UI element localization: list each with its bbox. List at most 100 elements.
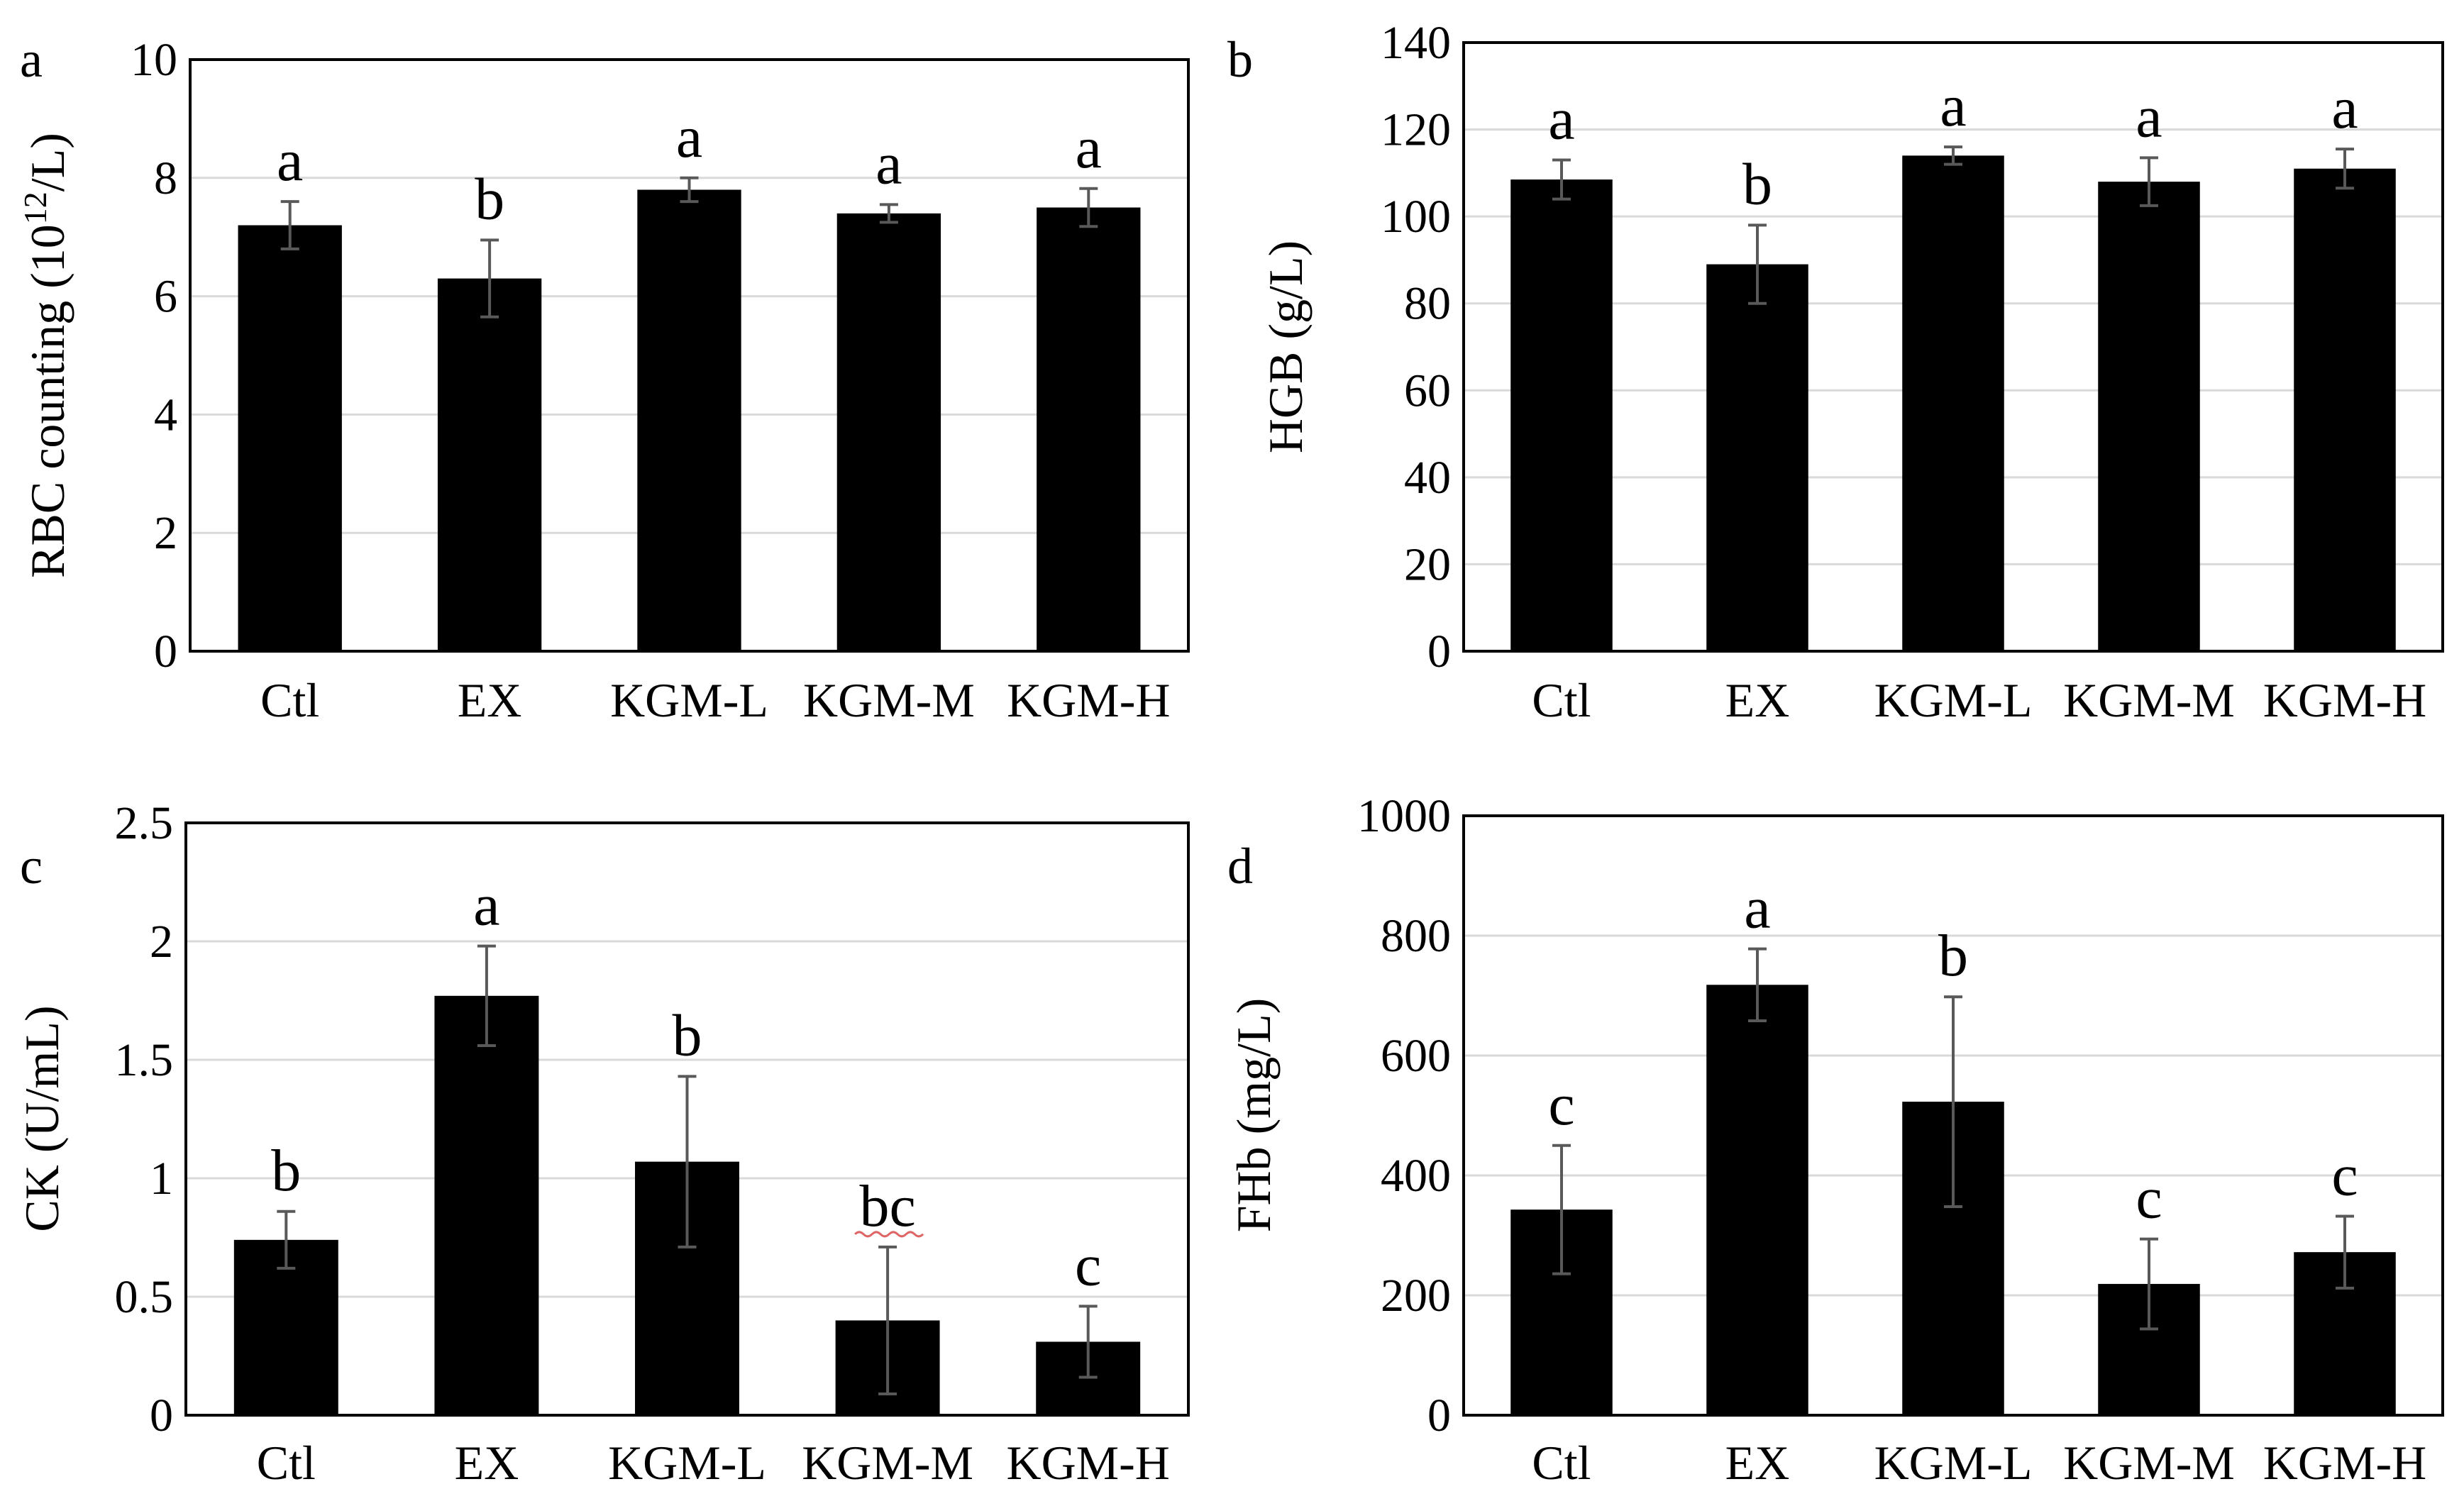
bar-b-ctl xyxy=(1510,179,1613,652)
y-tick-labels-b: 0 20 40 60 80 100 120 140 xyxy=(1381,17,1451,677)
significance-b-ex: b xyxy=(1742,151,1772,217)
significance-labels-d: c a b c c xyxy=(1548,875,2358,1231)
significance-c-kgm-m: bc xyxy=(859,1173,915,1239)
x-tick-labels-a: Ctl EX KGM-L KGM-M KGM-H xyxy=(260,673,1170,727)
y-tick-d-5: 1000 xyxy=(1357,790,1451,842)
x-tick-a-ex: EX xyxy=(458,673,522,727)
error-bars-a xyxy=(280,176,1098,319)
x-tick-d-kgm-l: KGM-L xyxy=(1874,1436,2033,1490)
significance-d-kgm-h: c xyxy=(2331,1142,2358,1208)
bar-a-kgm-m xyxy=(836,213,941,652)
x-tick-a-kgm-m: KGM-M xyxy=(803,673,975,727)
bar-a-ex xyxy=(437,278,542,652)
y-tick-d-1: 200 xyxy=(1381,1270,1451,1322)
x-tick-a-ctl: Ctl xyxy=(260,673,319,727)
y-axis-label-b: HGB (g/L) xyxy=(1259,240,1313,453)
significance-labels-c: b a b bc c xyxy=(271,873,1101,1299)
significance-c-kgm-h: c xyxy=(1075,1232,1101,1298)
y-axis-label-c: CK (U/mL) xyxy=(15,1005,69,1231)
error-bar-a-kgm-l xyxy=(680,176,699,204)
error-bar-d-kgm-h xyxy=(2336,1214,2354,1290)
y-tick-b-5: 100 xyxy=(1381,191,1451,243)
significance-a-ex: b xyxy=(475,166,504,232)
y-tick-labels-c: 0 0.5 1 1.5 2 2.5 xyxy=(115,797,174,1441)
bar-b-kgm-m xyxy=(2098,182,2200,652)
error-bar-a-kgm-h xyxy=(1079,187,1098,228)
significance-a-kgm-h: a xyxy=(1076,115,1102,181)
panel-a: 0 2 4 6 8 10 Ctl EX KGM-L KGM-M KGM-H a b a a a RBC c… xyxy=(17,31,1190,727)
bar-a-ctl xyxy=(238,225,342,651)
bars-b xyxy=(1510,155,2396,652)
plot-frame-d xyxy=(1462,814,2444,1417)
y-tick-a-0: 0 xyxy=(154,626,177,677)
x-tick-a-kgm-h: KGM-H xyxy=(1007,673,1170,727)
error-bar-c-kgm-h xyxy=(1078,1305,1098,1379)
y-tick-b-3: 60 xyxy=(1404,365,1451,416)
significance-b-kgm-h: a xyxy=(2331,75,2358,141)
y-tick-a-5: 10 xyxy=(131,34,177,86)
y-tick-labels-a: 0 2 4 6 8 10 xyxy=(131,34,177,677)
y-tick-c-2: 1 xyxy=(150,1153,173,1205)
x-tick-labels-c: Ctl EX KGM-L KGM-M KGM-H xyxy=(257,1436,1170,1490)
x-tick-d-ctl: Ctl xyxy=(1532,1436,1591,1490)
significance-d-kgm-l: b xyxy=(1938,923,1968,989)
y-tick-a-4: 8 xyxy=(154,153,177,204)
plot-frame-b xyxy=(1462,41,2444,653)
x-tick-b-ex: EX xyxy=(1725,673,1790,727)
x-tick-c-kgm-h: KGM-H xyxy=(1006,1436,1169,1490)
significance-b-kgm-m: a xyxy=(2136,84,2162,150)
x-tick-d-kgm-m: KGM-M xyxy=(2063,1436,2235,1490)
bar-b-ex xyxy=(1706,264,1808,651)
x-tick-b-kgm-m: KGM-M xyxy=(2063,673,2235,727)
bar-a-kgm-l xyxy=(637,189,741,652)
panel-label-a: a xyxy=(20,31,43,88)
error-bar-a-ctl xyxy=(280,200,299,250)
bars-d xyxy=(1510,985,2396,1415)
significance-labels-b: a b a a a xyxy=(1548,73,2358,217)
error-bar-b-kgm-l xyxy=(1944,145,1962,166)
y-tick-b-4: 80 xyxy=(1404,278,1451,330)
bar-a-kgm-h xyxy=(1037,207,1141,651)
y-tick-a-2: 4 xyxy=(154,389,177,441)
y-axis-label-a: RBC counting (1012/L) xyxy=(17,133,75,578)
plot-frame-a xyxy=(189,58,1190,653)
bar-d-ex xyxy=(1706,985,1808,1415)
y-tick-d-2: 400 xyxy=(1381,1150,1451,1202)
x-tick-c-kgm-m: KGM-M xyxy=(802,1436,973,1490)
panel-c: 0 0.5 1 1.5 2 2.5 Ctl EX KGM-L KGM-M KGM-H b a b bc c… xyxy=(15,797,1190,1490)
y-tick-c-1: 0.5 xyxy=(115,1271,174,1323)
y-tick-c-5: 2.5 xyxy=(115,797,174,849)
significance-d-kgm-m: c xyxy=(2136,1166,2162,1231)
significance-labels-a: aba a a xyxy=(277,104,1102,233)
bar-b-kgm-h xyxy=(2294,168,2396,651)
x-tick-b-kgm-h: KGM-H xyxy=(2263,673,2426,727)
significance-d-ex: a xyxy=(1744,875,1770,941)
x-tick-d-kgm-h: KGM-H xyxy=(2263,1436,2426,1490)
y-tick-c-0: 0 xyxy=(150,1390,173,1441)
y-tick-d-4: 800 xyxy=(1381,910,1451,962)
bar-b-kgm-l xyxy=(1902,155,2004,652)
y-tick-b-0: 0 xyxy=(1427,626,1451,677)
significance-d-ctl: c xyxy=(1548,1072,1574,1138)
bars-a xyxy=(238,189,1141,652)
error-bar-d-ex xyxy=(1748,947,1767,1022)
y-tick-a-3: 6 xyxy=(154,271,177,323)
y-tick-labels-d: 0 200 400 600 800 1000 xyxy=(1357,790,1451,1441)
y-tick-b-7: 140 xyxy=(1381,17,1451,69)
x-tick-c-kgm-l: KGM-L xyxy=(608,1436,766,1490)
y-tick-b-2: 40 xyxy=(1404,452,1451,504)
significance-c-kgm-l: b xyxy=(673,1002,702,1068)
y-tick-b-6: 120 xyxy=(1381,104,1451,156)
y-tick-a-1: 2 xyxy=(154,507,177,559)
x-tick-b-ctl: Ctl xyxy=(1532,673,1591,727)
y-tick-d-3: 600 xyxy=(1381,1030,1451,1082)
x-tick-d-ex: EX xyxy=(1725,1436,1790,1490)
significance-a-kgm-l: a xyxy=(676,104,702,170)
y-axis-label-d: FHb (mg/L) xyxy=(1227,998,1281,1233)
error-bars-b xyxy=(1552,145,2354,305)
significance-a-ctl: a xyxy=(277,128,303,194)
significance-b-kgm-l: a xyxy=(1940,73,1966,139)
error-bar-b-ctl xyxy=(1552,158,1571,201)
y-tick-b-1: 20 xyxy=(1404,538,1451,590)
